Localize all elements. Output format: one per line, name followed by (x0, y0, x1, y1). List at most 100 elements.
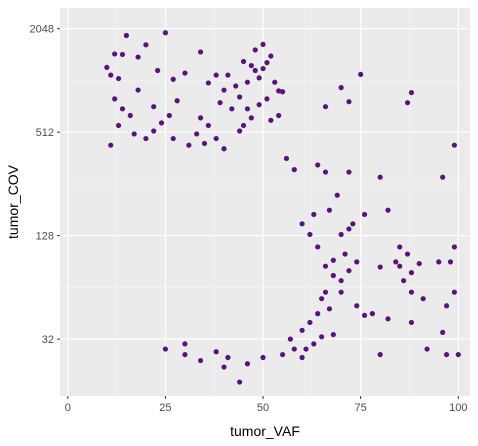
data-point (170, 76, 176, 82)
data-point (404, 100, 411, 106)
data-point (377, 174, 383, 180)
data-point (240, 122, 247, 129)
x-axis-title: tumor_VAF (230, 423, 300, 439)
data-point (299, 221, 305, 227)
data-point (354, 259, 360, 265)
data-point (252, 47, 258, 53)
y-axis-title: tumor_COV (5, 164, 21, 239)
data-point (182, 70, 188, 76)
data-point (221, 364, 227, 370)
data-point (385, 207, 391, 213)
data-point (408, 319, 415, 326)
data-point (264, 60, 270, 66)
data-point (334, 192, 340, 198)
y-tick-labels: 32 128 512 2048 (30, 24, 54, 346)
data-point (346, 169, 352, 175)
data-point (330, 257, 336, 263)
y-tick-label: 128 (36, 231, 54, 243)
data-point (119, 106, 126, 112)
data-point (440, 329, 446, 336)
data-point (451, 142, 457, 148)
data-point (330, 272, 336, 279)
data-point (443, 351, 450, 358)
data-point (342, 251, 348, 257)
data-point (322, 169, 329, 175)
data-point (303, 346, 309, 352)
data-point (338, 289, 344, 295)
data-point (252, 67, 258, 74)
data-point (451, 244, 457, 250)
data-point (104, 64, 110, 70)
data-point (186, 142, 192, 148)
data-point (291, 167, 297, 173)
data-point (404, 251, 411, 257)
data-point (166, 112, 172, 119)
data-point (319, 296, 325, 302)
data-point (115, 122, 122, 129)
data-point (408, 270, 415, 276)
data-point (248, 62, 254, 69)
data-point (244, 106, 251, 112)
data-point (346, 268, 352, 274)
data-point (260, 354, 266, 361)
data-point (244, 361, 251, 367)
data-point (361, 312, 368, 318)
data-points (104, 30, 461, 385)
data-point (268, 117, 274, 123)
data-point (248, 115, 254, 121)
axis-ticks (57, 28, 459, 399)
data-point (455, 351, 461, 358)
data-point (272, 79, 278, 85)
data-point (393, 259, 399, 265)
data-point (205, 80, 211, 86)
data-point (123, 32, 129, 39)
data-point (217, 100, 223, 106)
data-point (127, 112, 133, 119)
data-point (151, 128, 157, 134)
data-point (256, 102, 262, 108)
data-point (197, 115, 204, 121)
data-point (338, 85, 344, 91)
data-point (213, 349, 219, 355)
data-point (264, 96, 270, 102)
data-point (279, 89, 286, 95)
data-point (170, 135, 176, 142)
data-point (369, 311, 375, 317)
data-point (354, 303, 360, 309)
data-point (174, 98, 180, 104)
data-point (361, 211, 368, 218)
x-tick-label: 75 (355, 402, 367, 414)
x-tick-label: 0 (65, 402, 71, 414)
x-tick-label: 25 (159, 402, 171, 414)
data-point (237, 379, 243, 385)
data-point (397, 244, 403, 250)
data-point (108, 142, 114, 148)
data-point (307, 319, 313, 326)
data-point (397, 263, 403, 269)
x-tick-label: 50 (257, 402, 269, 414)
data-point (315, 162, 321, 168)
data-point (287, 336, 293, 342)
data-point (311, 341, 317, 347)
data-point (197, 49, 204, 55)
data-point (346, 99, 352, 105)
x-tick-labels: 0 25 50 75 100 (65, 402, 468, 414)
data-point (436, 259, 442, 265)
y-tick-label: 512 (36, 127, 54, 139)
data-point (225, 72, 231, 78)
data-point (338, 231, 344, 238)
data-point (424, 346, 430, 352)
data-point (221, 87, 227, 93)
data-point (213, 135, 219, 142)
data-point (182, 351, 188, 358)
data-point (119, 51, 126, 58)
data-point (299, 354, 305, 361)
data-point (408, 289, 415, 295)
data-point (194, 131, 200, 137)
data-point (440, 174, 446, 180)
data-point (260, 41, 266, 47)
data-point (291, 346, 297, 352)
x-tick-label: 100 (449, 402, 467, 414)
data-point (276, 88, 282, 94)
data-point (135, 87, 141, 93)
